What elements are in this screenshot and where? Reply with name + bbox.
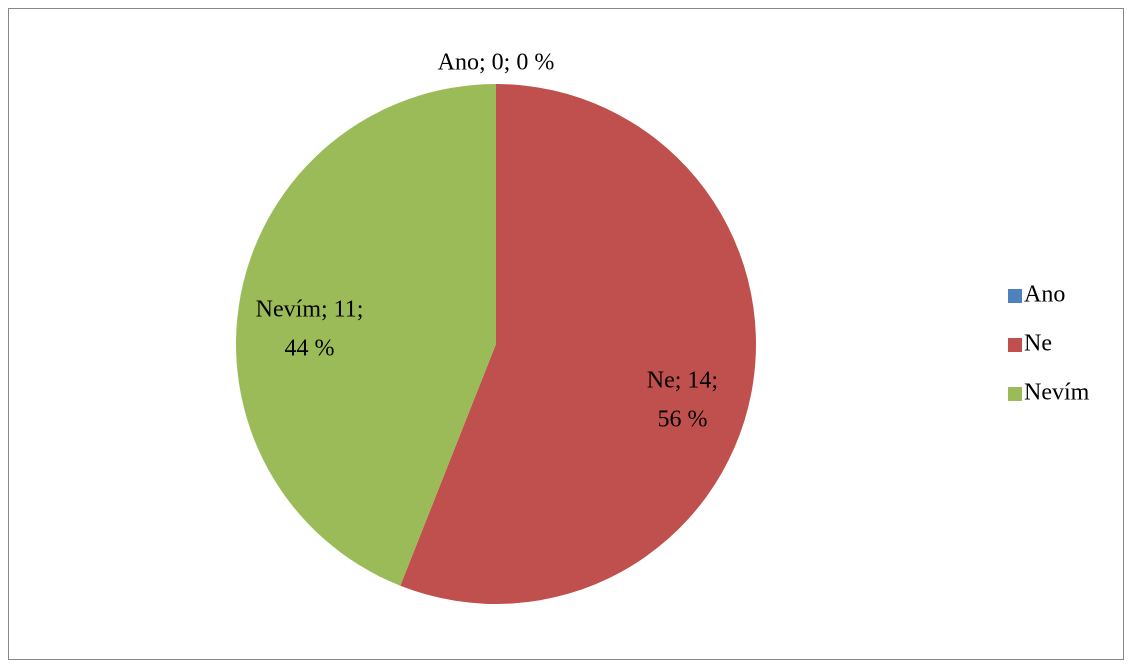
data-label: 44 % bbox=[285, 335, 335, 361]
pie-slice bbox=[236, 84, 496, 586]
legend-swatch bbox=[1008, 338, 1022, 352]
data-label: 56 % bbox=[657, 407, 707, 433]
legend-label: Nevím bbox=[1024, 380, 1090, 406]
pie-slice bbox=[400, 84, 757, 604]
legend-swatch bbox=[1008, 387, 1022, 401]
data-label: Ano; 0; 0 % bbox=[438, 50, 555, 76]
data-label: Nevím; 11; bbox=[256, 296, 364, 322]
legend-swatch bbox=[1008, 289, 1022, 303]
data-label: Ne; 14; bbox=[647, 368, 718, 394]
legend-label: Ne bbox=[1024, 331, 1052, 357]
legend-label: Ano bbox=[1024, 282, 1065, 308]
